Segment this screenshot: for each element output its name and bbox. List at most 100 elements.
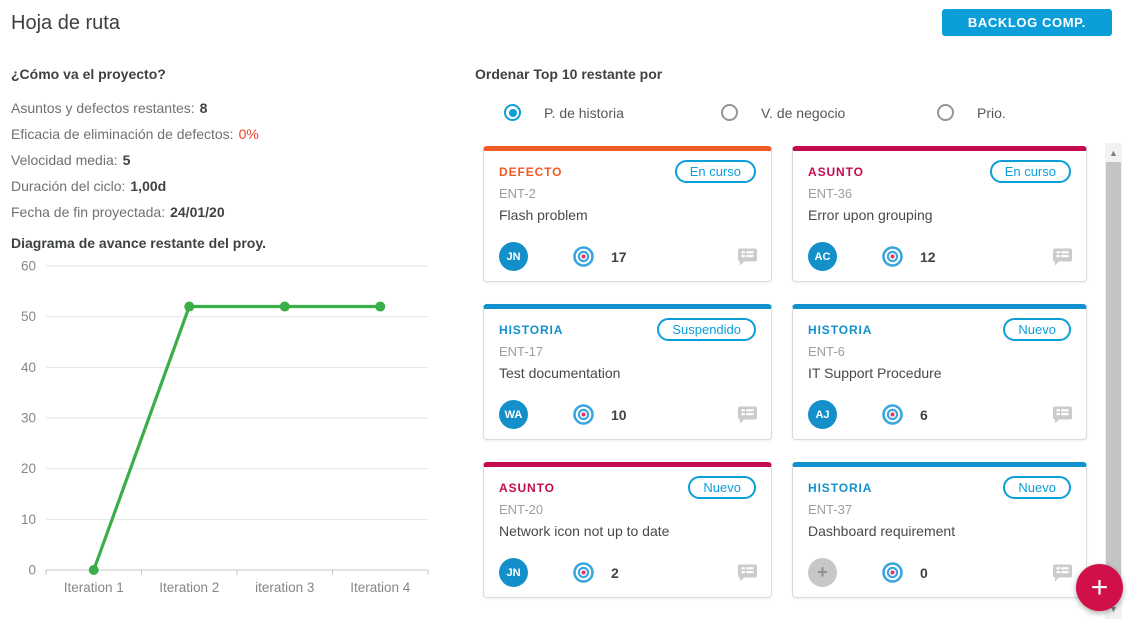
- svg-text:40: 40: [21, 360, 36, 375]
- svg-text:Iteration 4: Iteration 4: [350, 580, 411, 595]
- stat-row: Duración del ciclo: 1,00d: [11, 173, 259, 199]
- page-title: Hoja de ruta: [11, 12, 120, 34]
- backlog-card[interactable]: HISTORIA Nuevo ENT-37 Dashboard requirem…: [792, 462, 1087, 598]
- card-title: IT Support Procedure: [808, 365, 942, 381]
- card-type-label: DEFECTO: [499, 165, 563, 179]
- card-type-label: HISTORIA: [808, 481, 873, 495]
- card-type-label: ASUNTO: [808, 165, 864, 179]
- backlog-card[interactable]: HISTORIA Nuevo ENT-6 IT Support Procedur…: [792, 304, 1087, 440]
- notes-icon[interactable]: [737, 564, 758, 582]
- card-status-badge: Suspendido: [657, 318, 756, 341]
- stat-value: 5: [122, 152, 131, 168]
- card-key: ENT-37: [808, 502, 853, 517]
- card-title: Dashboard requirement: [808, 523, 956, 539]
- stat-label: Fecha de fin proyectada:: [11, 204, 166, 220]
- card-points: 2: [611, 564, 619, 581]
- card-type-label: ASUNTO: [499, 481, 555, 495]
- notes-icon[interactable]: [1052, 248, 1073, 266]
- card-key: ENT-36: [808, 186, 853, 201]
- stat-label: Asuntos y defectos restantes:: [11, 100, 195, 116]
- card-title: Network icon not up to date: [499, 523, 670, 539]
- radio-button-icon[interactable]: [937, 104, 954, 121]
- card-title: Test documentation: [499, 365, 621, 381]
- sort-radio-option[interactable]: Prio.: [937, 104, 1006, 121]
- project-stats-list: Asuntos y defectos restantes: 8 Eficacia …: [11, 95, 259, 225]
- target-icon: [882, 562, 903, 583]
- card-type-label: HISTORIA: [808, 323, 873, 337]
- radio-label: V. de negocio: [761, 104, 846, 121]
- card-points: 10: [611, 406, 627, 423]
- card-status-badge: En curso: [674, 160, 756, 183]
- card-points: 6: [920, 406, 928, 423]
- card-key: ENT-20: [499, 502, 544, 517]
- sort-panel-heading: Ordenar Top 10 restante por: [475, 66, 663, 82]
- svg-text:60: 60: [21, 259, 36, 274]
- radio-label: Prio.: [977, 104, 1006, 121]
- scroll-up-icon[interactable]: ▲: [1109, 148, 1118, 158]
- scrollbar-thumb[interactable]: [1106, 162, 1121, 590]
- avatar: WA: [499, 400, 528, 429]
- stat-value: 0%: [238, 126, 259, 142]
- backlog-card[interactable]: DEFECTO En curso ENT-2 Flash problem JN …: [483, 146, 772, 282]
- sort-radio-option[interactable]: V. de negocio: [721, 104, 845, 121]
- avatar: +: [808, 558, 837, 587]
- stat-row: Fecha de fin proyectada: 24/01/20: [11, 199, 259, 225]
- notes-icon[interactable]: [737, 248, 758, 266]
- svg-text:50: 50: [21, 309, 36, 324]
- stat-label: Duración del ciclo:: [11, 178, 126, 194]
- sort-radio-option[interactable]: P. de historia: [504, 104, 624, 121]
- notes-icon[interactable]: [1052, 564, 1073, 582]
- backlog-card[interactable]: ASUNTO En curso ENT-36 Error upon groupi…: [792, 146, 1087, 282]
- stat-row: Velocidad media: 5: [11, 147, 259, 173]
- stat-label: Velocidad media:: [11, 152, 118, 168]
- backlog-card[interactable]: HISTORIA Suspendido ENT-17 Test document…: [483, 304, 772, 440]
- card-title: Flash problem: [499, 207, 588, 223]
- radio-button-icon[interactable]: [721, 104, 738, 121]
- backlog-card[interactable]: ASUNTO Nuevo ENT-20 Network icon not up …: [483, 462, 772, 598]
- svg-text:10: 10: [21, 512, 36, 527]
- vertical-scrollbar[interactable]: ▲ ▼: [1105, 143, 1122, 619]
- avatar: JN: [499, 558, 528, 587]
- radio-label: P. de historia: [544, 104, 624, 121]
- card-status-badge: Nuevo: [688, 476, 756, 499]
- svg-text:30: 30: [21, 411, 36, 426]
- card-key: ENT-2: [499, 186, 536, 201]
- card-status-badge: Nuevo: [1003, 318, 1071, 341]
- card-key: ENT-6: [808, 344, 845, 359]
- card-title: Error upon grouping: [808, 207, 933, 223]
- svg-text:20: 20: [21, 461, 36, 476]
- svg-text:iteration 3: iteration 3: [255, 580, 314, 595]
- avatar: JN: [499, 242, 528, 271]
- target-icon: [882, 404, 903, 425]
- svg-text:Iteration 2: Iteration 2: [159, 580, 219, 595]
- target-icon: [573, 404, 594, 425]
- remaining-burnup-chart: 0 10 20 30 40 50 60 Iteration 1 Iteration 2 itera…: [21, 259, 429, 595]
- plus-icon: +: [1090, 570, 1109, 604]
- card-key: ENT-17: [499, 344, 544, 359]
- card-status-badge: En curso: [989, 160, 1071, 183]
- target-icon: [573, 562, 594, 583]
- card-type-label: HISTORIA: [499, 323, 564, 337]
- card-points: 17: [611, 248, 627, 265]
- project-status-heading: ¿Cómo va el proyecto?: [11, 66, 166, 82]
- svg-text:Iteration 1: Iteration 1: [64, 580, 124, 595]
- stat-label: Eficacia de eliminación de defectos:: [11, 126, 234, 142]
- card-points: 12: [920, 248, 936, 265]
- notes-icon[interactable]: [1052, 406, 1073, 424]
- burnup-chart-title: Diagrama de avance restante del proy.: [11, 235, 266, 251]
- stat-value: 8: [199, 100, 208, 116]
- stat-value: 1,00d: [130, 178, 167, 194]
- stat-value: 24/01/20: [170, 204, 225, 220]
- scroll-down-icon[interactable]: ▼: [1109, 604, 1118, 614]
- backlog-cards-grid: DEFECTO En curso ENT-2 Flash problem JN …: [483, 146, 1087, 598]
- svg-text:0: 0: [28, 563, 36, 578]
- backlog-complete-button[interactable]: BACKLOG COMP.: [941, 9, 1112, 36]
- avatar: AC: [808, 242, 837, 271]
- avatar: AJ: [808, 400, 837, 429]
- notes-icon[interactable]: [737, 406, 758, 424]
- add-item-fab-button[interactable]: +: [1076, 564, 1123, 611]
- target-icon: [882, 246, 903, 267]
- radio-button-icon[interactable]: [504, 104, 521, 121]
- stat-row: Asuntos y defectos restantes: 8: [11, 95, 259, 121]
- card-status-badge: Nuevo: [1003, 476, 1071, 499]
